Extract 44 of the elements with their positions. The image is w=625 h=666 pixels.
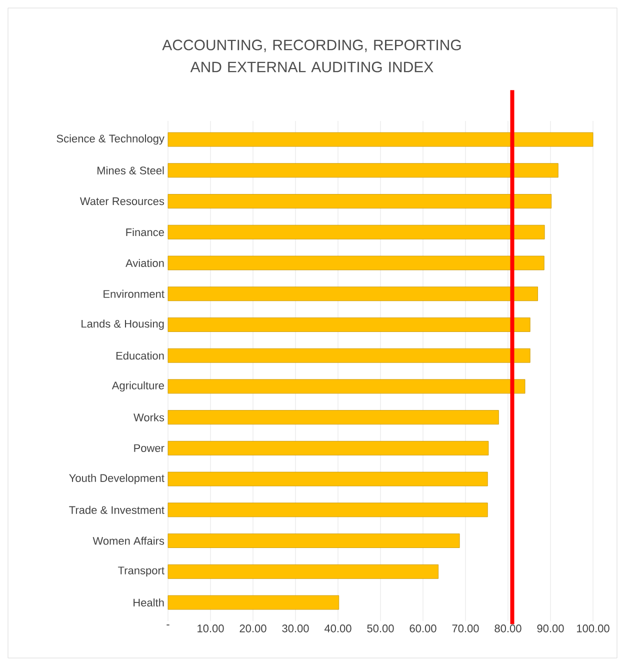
y-tick-label: Water Resources bbox=[80, 197, 164, 206]
bar bbox=[168, 132, 594, 147]
x-tick-label: 70.00 bbox=[452, 624, 479, 632]
y-tick-label: Youth Development bbox=[69, 474, 164, 484]
y-tick-label: Power bbox=[134, 444, 164, 452]
y-tick-label: Women Affairs bbox=[92, 536, 164, 545]
bar bbox=[168, 348, 530, 363]
bar bbox=[168, 595, 340, 610]
x-tick-label: 80.00 bbox=[494, 624, 522, 632]
y-tick-label: Agriculture bbox=[112, 381, 164, 392]
y-tick-label: Mines & Steel bbox=[98, 166, 164, 174]
bar bbox=[168, 472, 488, 486]
y-tick-label: Education bbox=[116, 352, 164, 360]
bar bbox=[168, 318, 530, 332]
bar bbox=[168, 256, 544, 270]
bar bbox=[168, 163, 558, 178]
bar bbox=[168, 286, 538, 302]
bar bbox=[168, 564, 438, 579]
y-tick-label: Trade & Investment bbox=[69, 506, 164, 514]
bar bbox=[168, 224, 545, 240]
bar bbox=[168, 502, 488, 518]
x-tick-label: 30.00 bbox=[282, 624, 309, 632]
x-tick-label: 40.00 bbox=[324, 624, 352, 632]
y-tick-label: Environment bbox=[104, 290, 164, 298]
x-tick-label: 50.00 bbox=[367, 624, 394, 632]
bar bbox=[168, 410, 499, 424]
y-tick-label: Works bbox=[134, 413, 164, 422]
x-tick-label: 20.00 bbox=[240, 624, 266, 632]
x-tick-label: 60.00 bbox=[410, 624, 436, 632]
x-tick-label: 90.00 bbox=[537, 624, 564, 632]
x-tick-label: - bbox=[166, 624, 170, 626]
bar bbox=[168, 534, 460, 548]
y-tick-label: Aviation bbox=[126, 258, 164, 268]
x-tick-label: 10.00 bbox=[198, 624, 224, 632]
y-tick-label: Transport bbox=[118, 566, 164, 577]
y-tick-label: Finance bbox=[126, 228, 164, 236]
bar bbox=[168, 379, 526, 394]
y-tick-label: Science & Technology bbox=[56, 134, 164, 145]
bar bbox=[168, 440, 489, 456]
x-tick-label: 100.00 bbox=[577, 624, 610, 632]
bar bbox=[168, 194, 552, 208]
y-tick-label: Health bbox=[134, 598, 164, 607]
y-tick-label: Lands & Housing bbox=[82, 320, 164, 330]
chart-title: ACCOUNTING, RECORDING, REPORTING AND EXTERNAL AUDITING INDEX bbox=[162, 40, 461, 72]
